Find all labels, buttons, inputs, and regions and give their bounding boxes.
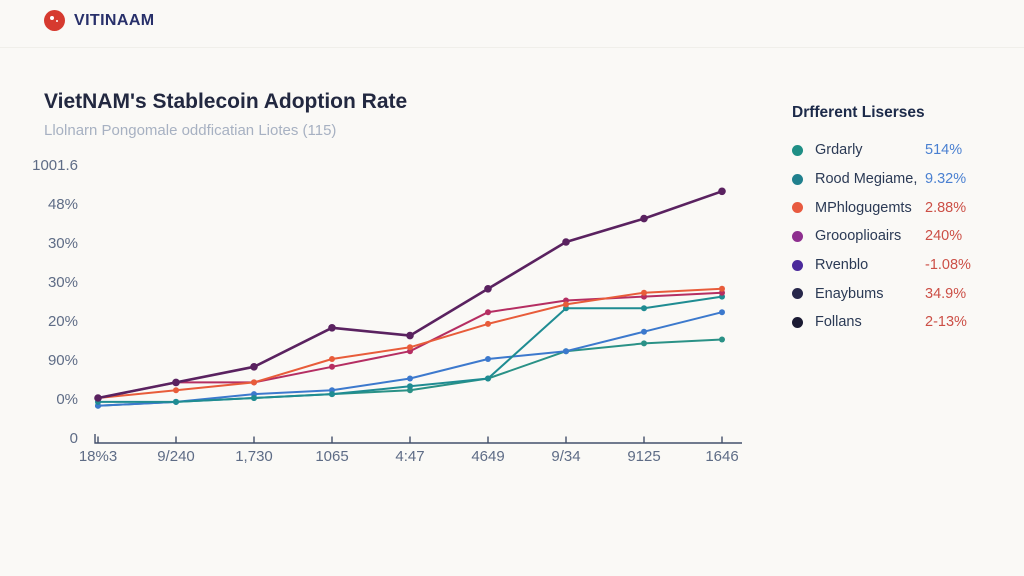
legend-item-label: Rood Megiame, xyxy=(815,171,918,188)
y-axis-label: 48% xyxy=(48,196,78,213)
data-point xyxy=(407,344,413,351)
data-point xyxy=(251,379,257,386)
legend-list: Grdarly 514% Rood Megiame, 9.32% MPhlogugemt… xyxy=(792,136,1014,337)
y-axis-label: 90% xyxy=(48,352,78,369)
legend-item-label: Rvenblo xyxy=(815,257,869,274)
series-rvenblo xyxy=(94,187,726,402)
legend-item[interactable]: Enaybums 34.9% xyxy=(792,279,1014,308)
legend-item-label: Follans xyxy=(815,314,862,331)
x-axis-label: 9/240 xyxy=(157,448,195,465)
data-point xyxy=(173,387,179,394)
data-point xyxy=(328,324,336,332)
data-point xyxy=(563,348,569,355)
page-subtitle: Llolnarn Pongomale oddficatian Liotes (1… xyxy=(44,122,337,139)
legend-item-label: MPhlogugemts xyxy=(815,199,912,216)
legend-dot-icon xyxy=(792,144,803,156)
x-axis-line xyxy=(94,434,742,444)
app-logo[interactable]: VITINAAM xyxy=(44,10,155,31)
x-axis-label: 9125 xyxy=(627,448,660,465)
legend-item-value: 2.88% xyxy=(925,199,967,216)
data-point xyxy=(485,356,491,362)
legend-item-value: 9.32% xyxy=(925,171,967,188)
data-point xyxy=(641,305,647,312)
legend-item-label: Groooplioairs xyxy=(815,228,902,245)
y-axis-label: 0 xyxy=(70,430,78,447)
legend-dot-icon xyxy=(792,173,803,185)
data-point xyxy=(94,394,102,402)
data-point xyxy=(719,309,725,316)
legend-item[interactable]: Rvenblo -1.08% xyxy=(792,251,1014,280)
legend-panel: Drfferent Liserses Grdarly 514% Rood Megia… xyxy=(792,104,1014,337)
legend-item-value: 240% xyxy=(925,228,963,245)
legend-item[interactable]: Groooplioairs 240% xyxy=(792,222,1014,251)
y-axis-label: 0% xyxy=(56,391,78,408)
logo-text: VITINAAM xyxy=(74,11,155,29)
data-point xyxy=(485,309,491,316)
data-point xyxy=(719,285,725,292)
x-axis-label: 4649 xyxy=(471,448,504,465)
line-chart: 1001.6 48% 30% 30% 20% 90% 0% 018%3 9/240 1,730 10… xyxy=(32,157,742,465)
data-point xyxy=(562,238,570,246)
legend-item[interactable]: Follans 2-13% xyxy=(792,308,1014,337)
legend-item[interactable]: Grdarly 514% xyxy=(792,136,1014,165)
legend-item-label: Enaybums xyxy=(815,285,884,302)
data-point xyxy=(329,356,335,362)
y-axis-label: 20% xyxy=(48,313,78,330)
x-axis-label: 9/34 xyxy=(551,448,580,465)
data-point xyxy=(329,363,335,370)
series-mphlogugemts xyxy=(95,285,725,401)
data-point xyxy=(640,214,648,223)
data-point xyxy=(406,331,414,340)
legend-dot-icon xyxy=(792,316,803,328)
data-point xyxy=(484,285,492,293)
y-axis-label: 30% xyxy=(48,274,78,291)
legend-item-value: 2-13% xyxy=(925,314,967,331)
legend-item-label: Grdarly xyxy=(815,142,863,159)
legend-dot-icon xyxy=(792,288,803,300)
data-point xyxy=(641,289,647,296)
series-rood-megiame xyxy=(95,293,725,405)
data-point xyxy=(641,340,647,347)
data-point xyxy=(563,301,569,308)
x-axis-label: 18%3 xyxy=(79,448,117,465)
data-point xyxy=(407,383,413,390)
data-point xyxy=(173,398,179,405)
data-point xyxy=(250,363,258,371)
header-divider xyxy=(0,47,1024,48)
legend-item-value: 34.9% xyxy=(925,285,967,302)
x-axis-label: 1065 xyxy=(315,448,348,465)
legend-item-value: 514% xyxy=(925,142,963,159)
legend-title: Drfferent Liserses xyxy=(792,104,925,121)
x-axis-label: 1,730 xyxy=(235,448,273,465)
x-axis-label: 4:47 xyxy=(395,448,424,465)
data-point xyxy=(329,391,335,398)
legend-dot-icon xyxy=(792,259,803,271)
data-point xyxy=(251,395,257,401)
legend-item[interactable]: MPhlogugemts 2.88% xyxy=(792,193,1014,222)
data-point xyxy=(407,375,413,382)
data-point xyxy=(172,378,180,387)
legend-item[interactable]: Rood Megiame, 9.32% xyxy=(792,165,1014,194)
y-axis-label: 30% xyxy=(48,235,78,252)
logo-icon xyxy=(44,10,65,31)
data-point xyxy=(641,328,647,335)
series-enaybums xyxy=(95,309,725,409)
data-point xyxy=(718,187,726,196)
legend-dot-icon xyxy=(792,230,803,242)
data-point xyxy=(719,336,725,343)
legend-item-value: -1.08% xyxy=(925,257,971,274)
x-axis-label: 1646 xyxy=(705,448,738,465)
y-axis-label: 1001.6 xyxy=(32,157,78,174)
data-point xyxy=(485,375,491,382)
data-point xyxy=(485,320,491,327)
page-title: VietNAM's Stablecoin Adoption Rate xyxy=(44,90,408,113)
legend-dot-icon xyxy=(792,202,803,214)
chart-area: 1001.6 48% 30% 30% 20% 90% 0% 0 18%3 9/240 1,730 10… xyxy=(30,150,760,480)
